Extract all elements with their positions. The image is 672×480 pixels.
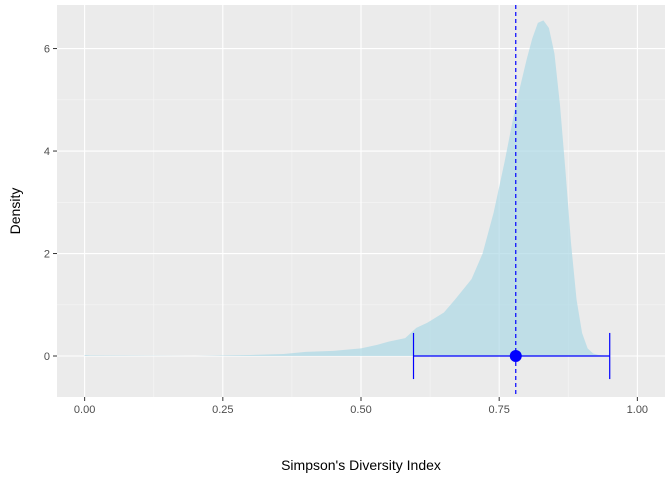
x-tick-label: 1.00 [627, 404, 648, 416]
density-layer [84, 20, 610, 357]
y-tick-label: 6 [44, 44, 50, 56]
x-tick-label: 0.50 [350, 404, 371, 416]
y-tick-label: 4 [44, 146, 50, 158]
point-estimate [509, 350, 522, 363]
density-area [84, 20, 610, 357]
axes: 0.00 0.25 0.50 0.75 1.00 0 2 4 6 [44, 44, 648, 416]
x-axis-title: Simpson's Diversity Index [281, 457, 441, 473]
y-axis-title: Density [7, 188, 23, 235]
y-tick-label: 0 [44, 351, 50, 363]
x-tick-label: 0.25 [212, 404, 233, 416]
x-tick-label: 0.75 [488, 404, 509, 416]
x-tick-label: 0.00 [74, 404, 95, 416]
estimate-overlay [412, 5, 611, 397]
y-tick-label: 2 [44, 249, 50, 261]
